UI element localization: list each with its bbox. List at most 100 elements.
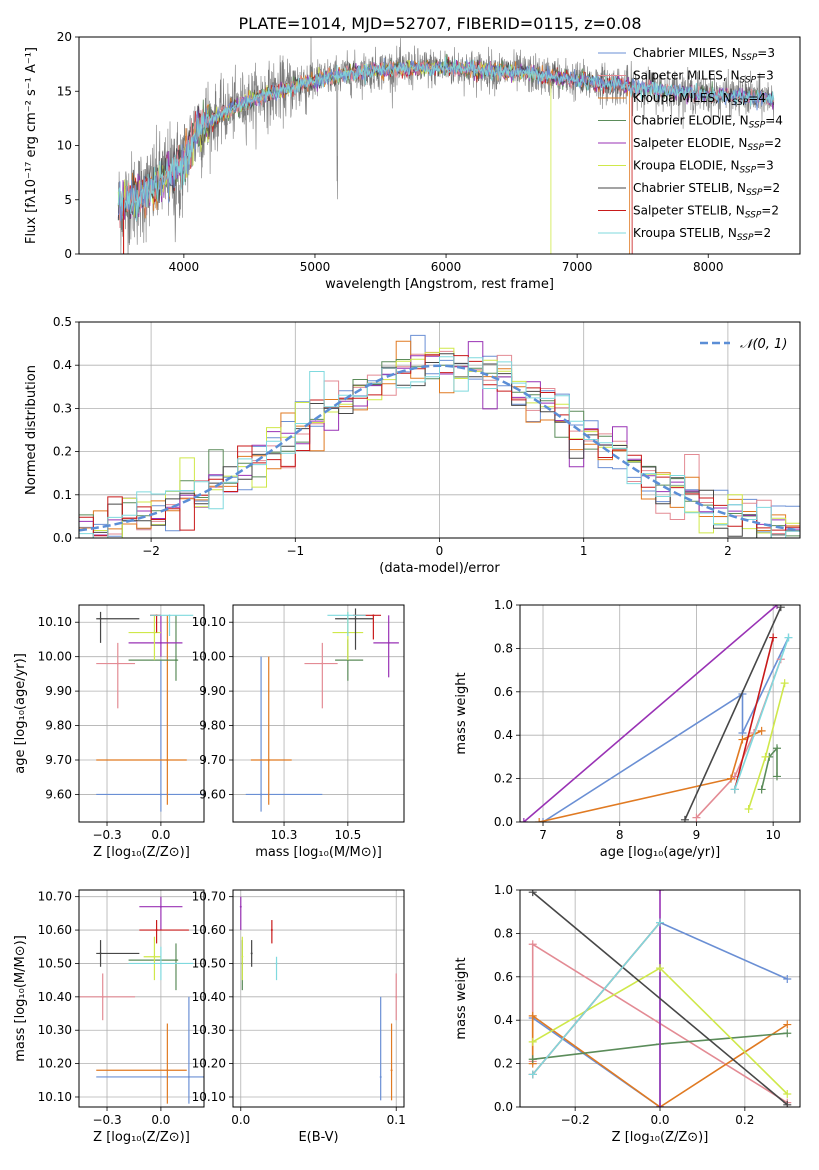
x-axis-label: Z [log₁₀(Z/Z⊙)] <box>93 845 190 860</box>
y-tick-label: 0.8 <box>494 641 513 655</box>
y-tick-label: 9.80 <box>199 719 226 733</box>
legend-label-subscript: SSP <box>732 98 749 108</box>
weight-marker-kroupa_elodie <box>656 964 664 973</box>
y-tick-label: 10.30 <box>38 1023 72 1037</box>
y-tick-label: 0 <box>64 247 72 261</box>
weight-marker-kroupa_elodie <box>783 1089 792 1098</box>
y-tick-label: 1.0 <box>494 883 513 897</box>
y-tick-label: 20 <box>57 30 72 44</box>
weight-line-chabrier_stelib <box>684 606 782 821</box>
legend-label-value: =4 <box>748 91 766 105</box>
panel-mass_vs_ebv: 0.0 0.1 10.10 10.20 10.30 10.40 10.50 10.60 10.7… <box>192 889 406 1145</box>
axes-frame <box>232 604 405 823</box>
y-axis-label: mass [log₁₀(M/M⊙)] <box>13 935 28 1062</box>
point-kroupa_miles <box>267 759 270 761</box>
point-kroupa_stelib <box>275 962 278 965</box>
plot-area-mass_vs_Z <box>79 896 204 1104</box>
weight-line-kroupa_elodie <box>747 682 786 810</box>
legend-label-subscript: SSP <box>746 188 763 198</box>
legend-label-gaussian: 𝒩(0, 1) <box>740 337 787 352</box>
legend-label-text: Salpeter STELIB, N <box>633 204 745 218</box>
x-axis-label: age [log₁₀(age/yr)] <box>600 845 721 860</box>
point-chabrier_elodie <box>174 659 177 662</box>
legend-label: Salpeter MILES, NSSP=3 <box>633 69 774 86</box>
y-tick-label: 10.50 <box>192 956 226 970</box>
normal-curve <box>79 364 800 532</box>
point-chabrier_elodie <box>174 959 177 962</box>
axes-frame <box>78 604 205 823</box>
legend-label: Salpeter STELIB, NSSP=2 <box>633 204 779 221</box>
legend-label-value: =3 <box>756 159 774 173</box>
x-tick-label: 8 <box>616 828 624 842</box>
y-tick-label: 0.6 <box>494 970 513 984</box>
weight-line-chabrier_stelib <box>532 891 788 1106</box>
y-tick-label: 0.5 <box>53 315 72 329</box>
legend-label-subscript: SSP <box>741 53 758 63</box>
weight-marker-kroupa_miles <box>535 818 544 822</box>
plot-area-age_vs_mass <box>245 608 399 812</box>
x-tick-label: −0.2 <box>561 1113 590 1127</box>
plot-area-mass_vs_ebv <box>239 896 398 1101</box>
point-kroupa_elodie <box>153 955 156 958</box>
legend-label-value: =3 <box>757 46 775 60</box>
legend-label-text: Chabrier STELIB, N <box>633 181 746 195</box>
model-line-salpeter_stelib <box>117 56 633 254</box>
legend-label-text: Kroupa STELIB, N <box>633 226 737 240</box>
y-tick-label: 0.3 <box>53 401 72 415</box>
axes-frame <box>78 321 801 539</box>
weight-marker-salpeter_elodie <box>656 890 664 894</box>
y-tick-label: 10.40 <box>38 990 72 1004</box>
point-salpeter_miles <box>395 995 398 998</box>
point-salpeter_elodie <box>239 905 242 908</box>
panel-age_vs_Z: −0.3 0.0 9.60 9.70 9.80 9.90 10.00 10.10 Z [log₁… <box>13 604 205 860</box>
x-tick-label: 0 <box>436 544 444 558</box>
weight-marker-chabrier_miles <box>539 818 548 822</box>
legend-label-text: Kroupa ELODIE, N <box>633 159 740 173</box>
x-tick-label: 9 <box>693 828 701 842</box>
point-kroupa_stelib <box>159 962 162 965</box>
weight-marker-salpeter_elodie <box>656 1103 664 1107</box>
y-tick-label: 10.60 <box>38 923 72 937</box>
y-tick-label: 15 <box>57 84 72 98</box>
y-tick-label: 9.70 <box>45 753 72 767</box>
y-tick-label: 9.70 <box>199 753 226 767</box>
point-salpeter_elodie <box>159 641 162 644</box>
y-tick-label: 10.70 <box>38 890 72 904</box>
weight-marker-chabrier_elodie <box>772 744 781 753</box>
weight-marker-chabrier_stelib <box>783 1100 792 1107</box>
y-tick-label: 9.60 <box>199 787 226 801</box>
y-tick-label: 10 <box>57 139 72 153</box>
weight-line-chabrier_miles <box>542 637 790 822</box>
y-tick-label: 9.90 <box>199 684 226 698</box>
x-tick-label: −0.3 <box>92 828 121 842</box>
point-kroupa_elodie <box>241 955 244 958</box>
legend-label-subscript: SSP <box>745 211 762 221</box>
axes-frame <box>78 36 801 255</box>
weight-marker-kroupa_miles <box>726 774 735 783</box>
y-tick-label: 10.20 <box>192 1057 226 1071</box>
weight-marker-kroupa_stelib <box>528 1070 537 1079</box>
x-tick-label: 5000 <box>300 260 331 274</box>
y-tick-label: 9.80 <box>45 719 72 733</box>
legend-label-text: Chabrier MILES, N <box>633 46 741 60</box>
plot-area-residuals <box>79 334 800 538</box>
x-tick-label: 0.0 <box>231 1113 250 1127</box>
x-tick-label: 2 <box>724 544 732 558</box>
weight-marker-chabrier_stelib <box>528 890 537 897</box>
point-chabrier_stelib <box>99 617 102 620</box>
point-salpeter_stelib <box>155 929 158 932</box>
x-axis-label: (data-model)/error <box>379 561 500 576</box>
weight-marker-kroupa_elodie <box>780 679 789 688</box>
y-tick-label: 0.8 <box>494 926 513 940</box>
legend-label-value: =2 <box>753 226 771 240</box>
legend-label: Chabrier ELODIE, NSSP=4 <box>633 114 783 131</box>
weight-marker-kroupa_stelib <box>656 918 664 927</box>
point-kroupa_miles <box>390 1069 393 1072</box>
y-tick-label: 10.60 <box>192 923 226 937</box>
legend-label-text: Kroupa MILES, N <box>633 91 732 105</box>
x-axis-label: E(B-V) <box>298 1130 338 1145</box>
point-kroupa_miles <box>166 1069 169 1072</box>
point-chabrier_miles <box>187 1075 190 1078</box>
legend-label-value: =2 <box>764 136 782 150</box>
y-tick-label: 0.1 <box>53 488 72 502</box>
